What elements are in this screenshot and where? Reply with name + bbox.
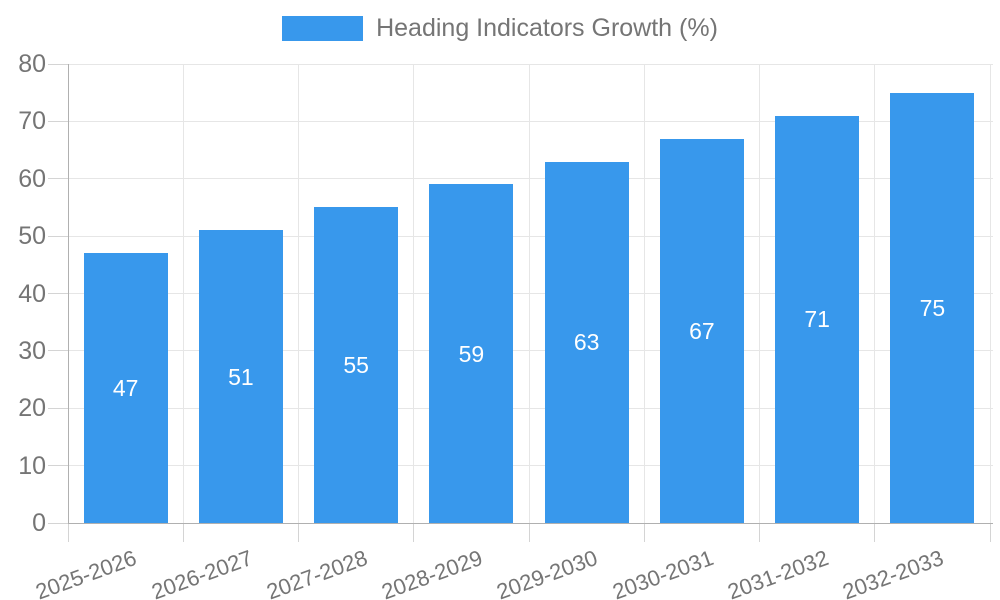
y-tick-label: 20 [18,394,46,423]
y-tick-label: 80 [18,50,46,78]
bar[interactable] [429,184,514,523]
gridline-horizontal [68,293,993,294]
y-axis-tick [48,465,68,467]
x-tick-label: 2026-2027 [148,545,256,600]
x-axis-line [68,522,993,524]
bar[interactable] [198,230,283,523]
gridline-vertical [989,64,991,523]
x-tick-label: 2029-2030 [493,545,602,600]
y-tick-label: 70 [18,107,46,136]
bar[interactable] [544,161,629,523]
y-tick-label: 0 [32,509,46,537]
x-tick-label: 2032-2033 [839,545,947,600]
bar-value-label: 55 [343,352,369,379]
x-axis-tick [182,523,184,542]
y-tick-label: 60 [18,164,46,193]
gridline-horizontal [68,120,993,122]
bar-value-label: 51 [228,363,254,390]
bar[interactable] [659,138,744,523]
bar-value-label: 63 [573,329,600,356]
gridline-horizontal [68,465,993,467]
gridline-vertical [182,64,184,523]
y-axis-tick [48,120,68,122]
bar[interactable] [314,207,399,523]
x-tick-label: 2025-2026 [32,545,141,600]
y-tick-label: 40 [18,279,46,308]
gridline-horizontal [68,178,993,180]
gridline-vertical [759,64,760,523]
x-axis-tick [298,523,299,542]
legend-swatch-icon [282,16,364,41]
y-axis-tick [48,178,68,180]
bar-value-label: 75 [919,294,946,321]
y-axis-tick [48,522,68,524]
y-tick-label: 30 [18,336,46,365]
x-axis-tick [413,523,415,542]
y-tick-label: 50 [18,222,46,251]
y-axis-tick [48,350,68,352]
gridline-horizontal [68,407,993,409]
gridline-vertical [528,64,530,523]
bar-value-label: 71 [804,306,830,333]
x-tick-label: 2027-2028 [263,545,371,600]
y-axis-tick [48,407,68,409]
bar[interactable] [890,92,975,523]
x-tick-label: 2030-2031 [609,545,717,600]
legend-label: Heading Indicators Growth (%) [376,14,718,42]
gridline-vertical [413,64,415,523]
x-axis-tick [874,523,876,542]
x-axis-tick [528,523,530,542]
x-axis-tick [989,523,991,542]
gridline-vertical [874,64,876,523]
bar-value-label: 47 [112,375,139,402]
y-axis-tick [48,235,68,237]
x-axis-tick [643,523,645,542]
legend-item[interactable]: Heading Indicators Growth (%) [282,14,718,43]
y-axis-tick [48,293,68,294]
x-axis-tick [759,523,760,542]
y-axis-line [67,64,69,523]
bar-value-label: 59 [458,340,485,367]
x-tick-label: 2028-2029 [378,545,486,600]
gridline-horizontal [68,63,993,65]
bar-value-label: 67 [689,317,715,344]
y-tick-label: 10 [18,451,46,480]
gridline-vertical [643,64,645,523]
bar[interactable] [775,115,860,523]
bar[interactable] [83,253,168,523]
legend: Heading Indicators Growth (%) [0,14,1000,43]
gridline-horizontal [68,350,993,352]
x-axis-tick [67,523,69,542]
gridline-vertical [298,64,299,523]
y-axis-tick [48,63,68,65]
x-tick-label: 2031-2032 [724,545,832,600]
gridline-horizontal [68,235,993,237]
